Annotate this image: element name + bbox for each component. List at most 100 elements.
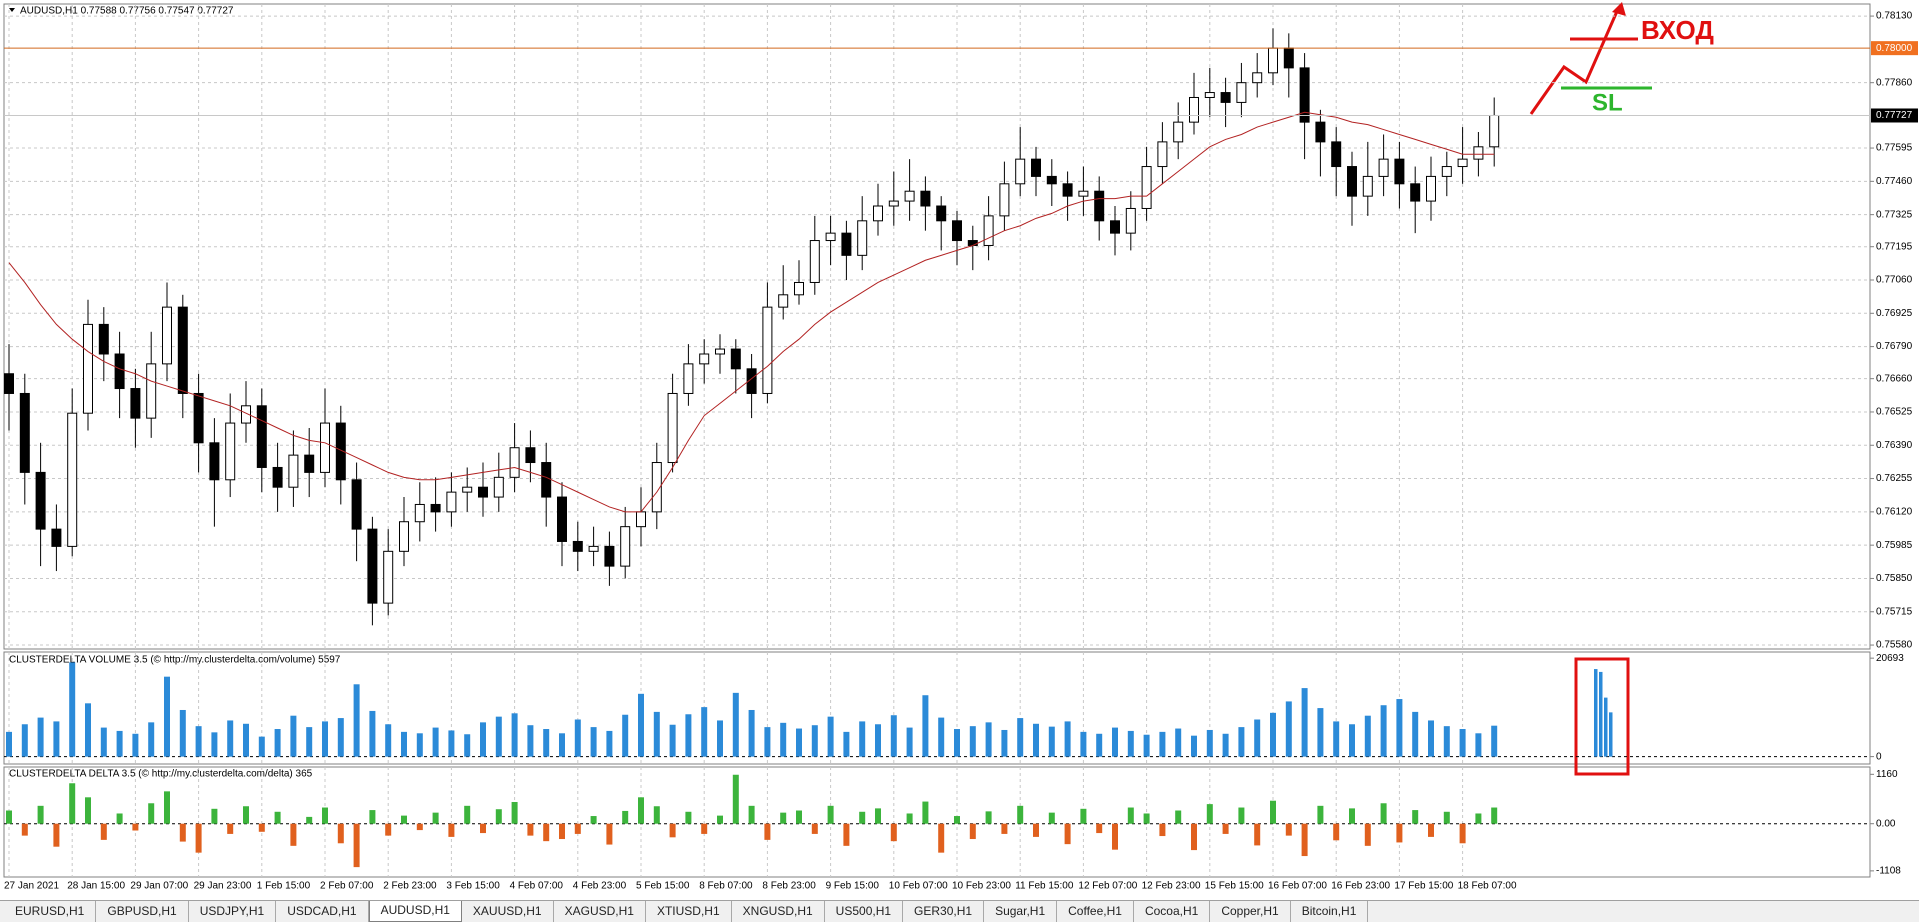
highlight-bar [1599,671,1603,757]
bar [590,727,597,757]
chart-tab[interactable]: XAUUSD,H1 [462,901,554,922]
chart-tab[interactable]: US500,H1 [825,901,904,922]
x-tick-label: 3 Feb 15:00 [446,881,500,892]
bar [827,805,834,824]
bar [480,722,486,757]
candle-body [651,462,662,513]
bar [780,812,787,824]
bar [1443,811,1450,824]
bar [732,774,739,824]
bar [606,730,613,757]
y-tick-label: 0.75580 [1876,640,1913,651]
candle-body [588,545,599,552]
candle-body [857,220,868,256]
bar [322,807,328,824]
bar [1080,731,1087,757]
candle-body [478,486,488,498]
candle-body [541,462,552,498]
chart-tab[interactable]: GER30,H1 [903,901,985,922]
tab-bar: EURUSD,H1 GBPUSD,H1 USDJPY,H1 USDCAD,H1 AUDU… [0,900,1919,922]
bar [764,823,771,840]
x-tick-label: 4 Feb 07:00 [510,881,564,892]
bar [1317,805,1324,824]
chart-tab[interactable]: XNGUSD,H1 [732,901,825,922]
bar [653,711,660,757]
candle-body [1473,146,1484,160]
bar [401,731,407,757]
bar [748,709,755,757]
bar [495,809,502,824]
bar [1001,823,1008,834]
chart-title: AUDUSD,H1 0.77588 0.77756 0.77547 0.7772… [20,6,234,17]
price-level-label: 0.77727 [1876,110,1913,121]
bar [6,731,12,757]
bar [69,783,76,824]
y-tick-label: 0.77325 [1876,209,1913,220]
bar [21,724,28,757]
bar [179,823,186,842]
chart-tab[interactable]: AUDUSD,H1 [368,901,462,922]
candle-body [399,521,409,552]
bar [1301,688,1308,757]
bar [337,823,344,844]
bar [1238,727,1245,757]
bar [164,676,170,757]
price-level-tag [1871,108,1918,123]
x-tick-label: 10 Feb 07:00 [889,881,948,892]
bar [701,823,708,834]
chart-tab[interactable]: USDJPY,H1 [189,901,277,922]
bar [811,725,818,757]
bar [1254,823,1261,846]
y-tick-label: 1160 [1876,769,1898,780]
bar [1412,810,1419,824]
bar [211,808,218,824]
candle-body [177,306,188,394]
chart-tab[interactable]: EURUSD,H1 [4,901,97,922]
entry-arrow-head [1612,2,1626,16]
y-tick-label: -1108 [1876,866,1901,877]
bar [1459,823,1466,844]
bar [1443,726,1450,757]
chart-tab[interactable]: Coffee,H1 [1057,901,1134,922]
chart-tab[interactable]: Cocoa,H1 [1134,901,1211,922]
bar [1191,823,1197,851]
candle-body [715,348,725,355]
bar [290,823,297,846]
x-tick-label: 8 Feb 07:00 [699,881,753,892]
candle-body [572,540,583,552]
chart-tab[interactable]: Copper,H1 [1210,901,1291,922]
bar [1064,823,1071,845]
chart-tab[interactable]: Sugar,H1 [984,901,1058,922]
bar [685,811,692,824]
bar [1175,728,1182,757]
candle-body [1331,141,1342,168]
chart-tab[interactable]: GBPUSD,H1 [96,901,189,922]
x-tick-label: 4 Feb 23:00 [573,881,627,892]
y-tick-label: 20693 [1876,653,1904,664]
bar [1285,701,1292,757]
bar [1333,721,1340,757]
y-tick-label: 0.76790 [1876,341,1913,352]
bar [243,723,249,757]
bar [1491,807,1498,824]
chart-tab[interactable]: XAGUSD,H1 [554,901,646,922]
candle-body [193,392,204,444]
bar [1127,807,1134,824]
chart-tab[interactable]: Bitcoin,H1 [1291,901,1369,922]
candle-body [762,306,773,394]
bar [890,715,897,757]
chart-tab[interactable]: USDCAD,H1 [276,901,369,922]
highlight-bar [1609,712,1613,757]
y-tick-label: 0.77460 [1876,176,1913,187]
bar [464,805,471,824]
candle-body [146,363,157,419]
candle-body [1236,82,1247,103]
x-tick-label: 10 Feb 23:00 [952,881,1011,892]
bar [985,811,992,824]
chart-tab[interactable]: XTIUSD,H1 [646,901,732,922]
bar [1191,735,1197,757]
bar [416,823,423,831]
bar [1048,726,1055,757]
bar [922,801,929,824]
